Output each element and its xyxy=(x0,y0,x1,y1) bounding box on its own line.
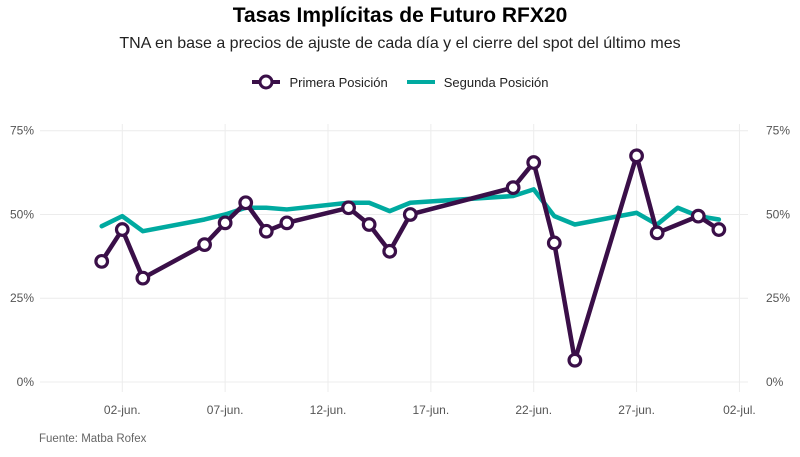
legend-swatch-segunda xyxy=(406,80,435,84)
legend-item-primera[interactable]: Primera Posición xyxy=(251,74,388,90)
legend-label-segunda: Segunda Posición xyxy=(443,74,549,90)
x-tick-1: 07-jun. xyxy=(207,403,244,417)
point-primera-0 xyxy=(94,253,110,269)
y-tick-right-3: 75% xyxy=(766,124,790,138)
point-primera-4 xyxy=(217,215,233,231)
chart-subtitle: TNA en base a precios de ajuste de cada … xyxy=(119,35,681,52)
point-primera-15 xyxy=(567,352,583,368)
source-note: Fuente: Matba Rofex xyxy=(39,433,147,445)
point-primera-3 xyxy=(197,237,212,253)
point-primera-6 xyxy=(258,223,274,239)
legend: Primera Posición Segunda Posición xyxy=(0,74,800,90)
point-primera-12 xyxy=(505,180,521,196)
point-primera-9 xyxy=(361,217,377,232)
point-primera-19 xyxy=(711,222,727,237)
point-primera-8 xyxy=(341,200,356,216)
x-tick-2: 12-jun. xyxy=(310,403,347,417)
y-tick-left-2: 50% xyxy=(10,207,34,221)
y-tick-right-0: 0% xyxy=(766,375,784,389)
point-primera-16 xyxy=(629,148,644,164)
series-line-1 xyxy=(99,187,722,234)
series-line-0 xyxy=(99,153,722,363)
point-primera-11 xyxy=(402,207,418,222)
x-tick-3: 17-jun. xyxy=(413,403,450,417)
x-tick-0: 02-jun. xyxy=(104,403,141,417)
point-primera-14 xyxy=(546,235,562,251)
point-primera-13 xyxy=(526,155,542,170)
y-tick-left-3: 75% xyxy=(10,124,34,138)
legend-label-primera: Primera Posición xyxy=(289,74,388,90)
y-tick-left-0: 0% xyxy=(17,375,35,389)
point-primera-18 xyxy=(690,208,706,224)
x-tick-4: 22-jun. xyxy=(515,403,552,417)
y-tick-right-1: 25% xyxy=(766,291,790,305)
x-tick-5: 27-jun. xyxy=(618,403,655,417)
chart-title: Tasas Implícitas de Futuro RFX20 xyxy=(232,4,568,27)
point-primera-5 xyxy=(238,195,254,211)
legend-swatch-primera xyxy=(252,74,281,90)
legend-item-segunda[interactable]: Segunda Posición xyxy=(406,74,549,90)
point-primera-17 xyxy=(649,225,665,241)
y-tick-right-2: 50% xyxy=(766,207,790,221)
point-primera-2 xyxy=(135,270,151,286)
y-tick-left-1: 25% xyxy=(10,291,34,305)
point-primera-10 xyxy=(382,243,398,259)
x-tick-6: 02-jul. xyxy=(723,403,756,417)
point-primera-1 xyxy=(114,222,130,237)
point-primera-7 xyxy=(279,215,295,231)
